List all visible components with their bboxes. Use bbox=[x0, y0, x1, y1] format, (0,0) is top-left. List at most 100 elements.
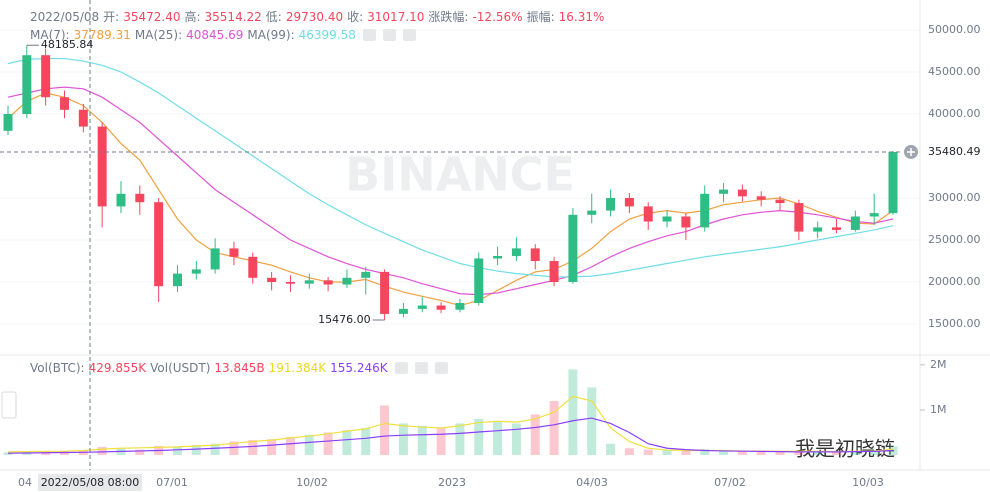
candle-body bbox=[511, 248, 521, 256]
crosshair-label: 2022/05/08 08:00 bbox=[41, 476, 140, 489]
settings-button[interactable] bbox=[382, 29, 396, 41]
volume-bar bbox=[172, 446, 182, 455]
volume-bar bbox=[304, 434, 314, 455]
candle-body bbox=[832, 227, 842, 230]
candle-body bbox=[380, 271, 390, 314]
ma-name: MA(25): bbox=[134, 28, 183, 42]
candle-body bbox=[78, 109, 88, 127]
candle-body bbox=[869, 213, 879, 217]
candle-body bbox=[474, 258, 484, 304]
ma-line bbox=[7, 92, 894, 307]
candle-body bbox=[624, 198, 634, 207]
volume-bar bbox=[530, 414, 540, 455]
candle-body bbox=[530, 248, 540, 262]
volume-bar bbox=[455, 423, 465, 455]
candle-body bbox=[493, 255, 503, 259]
candle-body bbox=[587, 210, 597, 215]
volume-bar bbox=[869, 450, 879, 455]
header-item: 振幅: bbox=[526, 10, 555, 24]
candle-body bbox=[267, 277, 277, 283]
volume-bar bbox=[662, 450, 672, 455]
volume-bar bbox=[794, 450, 804, 455]
candle-body bbox=[417, 305, 427, 309]
candle-body bbox=[304, 280, 314, 284]
y-tick-label: 15000.00 bbox=[928, 317, 981, 330]
wechat-watermark: 我是初晓链 bbox=[795, 437, 895, 461]
volume-legend-item: Vol(BTC): bbox=[30, 361, 85, 375]
volume-bar bbox=[191, 445, 201, 455]
candle-body bbox=[568, 214, 578, 283]
candle-body bbox=[398, 308, 408, 314]
candle-body bbox=[700, 193, 710, 228]
candle-body bbox=[97, 126, 107, 207]
volume-bar bbox=[436, 427, 446, 455]
volume-bar bbox=[681, 450, 691, 455]
volume-bar bbox=[568, 369, 578, 455]
last-price-label: 35480.49 bbox=[928, 145, 981, 158]
volume-legend-item: 13.845B bbox=[214, 361, 265, 375]
volume-bar bbox=[624, 448, 634, 455]
candle-body bbox=[775, 199, 785, 204]
volume-bar bbox=[398, 423, 408, 455]
candle-body bbox=[361, 271, 371, 278]
x-tick-label: 07/01 bbox=[156, 476, 188, 489]
candle-body bbox=[888, 151, 898, 214]
candle-body bbox=[719, 189, 729, 194]
header-item: 35514.22 bbox=[204, 9, 262, 24]
volume-bar bbox=[267, 439, 277, 455]
header-item: 29730.40 bbox=[285, 9, 344, 24]
header-item: 开: bbox=[103, 10, 120, 24]
header-item: 收: bbox=[347, 10, 364, 24]
volume-bar bbox=[813, 451, 823, 455]
header-item: 16.31% bbox=[558, 9, 605, 24]
ma-legend: MA(7): 37789.31 MA(25): 40845.69 MA(99): 4639… bbox=[30, 28, 416, 42]
ma-value: 37789.31 bbox=[73, 28, 131, 42]
last-price-box bbox=[921, 142, 990, 161]
header-item: 2022/05/08 bbox=[30, 9, 100, 24]
candle-body bbox=[549, 261, 559, 283]
candle-body bbox=[455, 303, 465, 310]
x-tick-label: 10/03 bbox=[852, 476, 884, 489]
volume-bar bbox=[97, 446, 107, 455]
candle-body bbox=[172, 273, 182, 287]
eye-button[interactable] bbox=[394, 362, 408, 374]
candle-body bbox=[116, 193, 126, 207]
settings-button[interactable] bbox=[414, 362, 428, 374]
volume-bar bbox=[549, 400, 559, 455]
volume-bar bbox=[756, 451, 766, 455]
y-tick-label: 45000.00 bbox=[928, 65, 981, 78]
volume-bar bbox=[700, 449, 710, 455]
candle-body bbox=[285, 282, 295, 284]
candle-body bbox=[813, 227, 823, 232]
close-button[interactable] bbox=[402, 29, 416, 41]
volume-bar bbox=[417, 425, 427, 455]
volume-legend: Vol(BTC): 429.855K Vol(USDT) 13.845B 191.384… bbox=[30, 361, 448, 375]
ma-line bbox=[7, 86, 894, 296]
header-item: 高: bbox=[184, 10, 201, 24]
collapse-button[interactable] bbox=[1, 391, 17, 419]
plus-icon bbox=[907, 147, 915, 156]
candle-body bbox=[191, 269, 201, 274]
candle-body bbox=[794, 203, 804, 232]
volume-legend-item: 429.855K bbox=[88, 361, 147, 375]
volume-bar bbox=[135, 449, 145, 455]
volume-bar bbox=[719, 450, 729, 455]
candle-body bbox=[248, 256, 258, 278]
eye-button[interactable] bbox=[362, 29, 376, 41]
x-tick-label: 04 bbox=[18, 476, 32, 489]
candle-body bbox=[323, 280, 333, 285]
y-tick-label: 25000.00 bbox=[928, 233, 981, 246]
volume-legend-item: Vol(USDT) bbox=[150, 361, 211, 375]
candle-body bbox=[342, 277, 352, 285]
volume-bar bbox=[606, 443, 616, 455]
candle-body bbox=[3, 113, 13, 131]
x-tick-label: 04/03 bbox=[576, 476, 608, 489]
header-item: 35472.40 bbox=[123, 9, 181, 24]
volume-bar bbox=[850, 450, 860, 455]
candle-body bbox=[681, 216, 691, 228]
close-button[interactable] bbox=[434, 362, 448, 374]
volume-bar bbox=[3, 452, 13, 455]
x-tick-label: 07/02 bbox=[714, 476, 746, 489]
ma-name: MA(99): bbox=[247, 28, 295, 42]
